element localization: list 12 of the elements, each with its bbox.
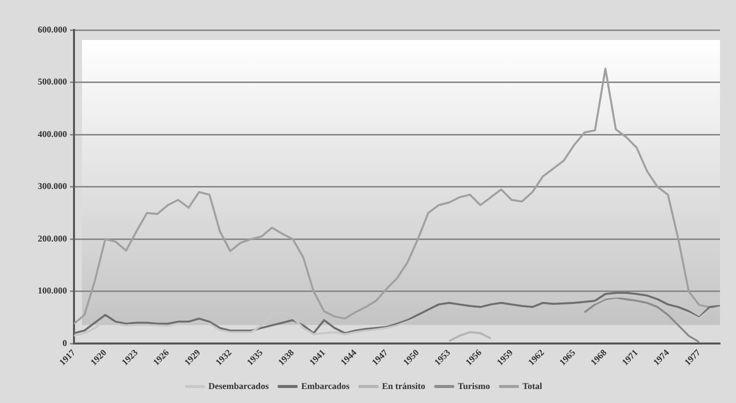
legend-label: Desembarcados: [208, 380, 270, 391]
y-tick-label: 200.000: [38, 233, 68, 244]
y-tick-label: 300.000: [38, 181, 68, 192]
legend-label: En tránsito: [382, 380, 426, 391]
y-tick-label: 400.000: [38, 128, 68, 139]
y-tick-label: 600.000: [38, 24, 68, 34]
legend-label: Embarcados: [301, 380, 350, 391]
legend-label: Turismo: [458, 380, 490, 391]
y-tick-label: 100.000: [38, 286, 68, 296]
y-tick-label: 500.000: [38, 76, 68, 87]
legend-label: Total: [522, 380, 543, 391]
y-tick-label: 0: [62, 338, 68, 348]
